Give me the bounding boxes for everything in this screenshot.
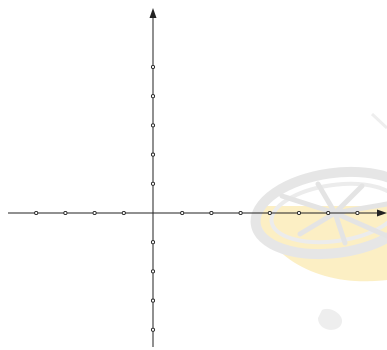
lemon-slice-icon — [250, 112, 387, 330]
x-tick-positive — [267, 210, 272, 216]
coordinate-axes — [8, 8, 387, 347]
x-tick-negative — [63, 210, 68, 216]
y-tick-positive — [150, 94, 156, 99]
y-tick-positive — [150, 152, 156, 157]
x-tick-positive — [355, 210, 360, 216]
x-tick-positive — [326, 210, 331, 216]
x-axis-arrowhead — [377, 209, 387, 217]
y-tick-negative — [150, 327, 156, 332]
y-tick-positive — [150, 181, 156, 186]
axis-ticks — [34, 64, 360, 332]
x-tick-positive — [209, 210, 214, 216]
y-tick-negative — [150, 240, 156, 245]
x-tick-positive — [296, 210, 302, 216]
x-tick-negative — [92, 210, 97, 216]
y-axis-arrowhead — [149, 8, 157, 18]
x-tick-negative — [121, 210, 126, 216]
y-tick-positive — [150, 123, 156, 128]
x-tick-positive — [238, 210, 243, 216]
y-tick-negative — [150, 298, 156, 303]
y-tick-positive — [150, 64, 156, 70]
x-tick-negative — [34, 210, 39, 216]
y-tick-negative — [150, 269, 156, 274]
x-tick-positive — [180, 210, 185, 216]
